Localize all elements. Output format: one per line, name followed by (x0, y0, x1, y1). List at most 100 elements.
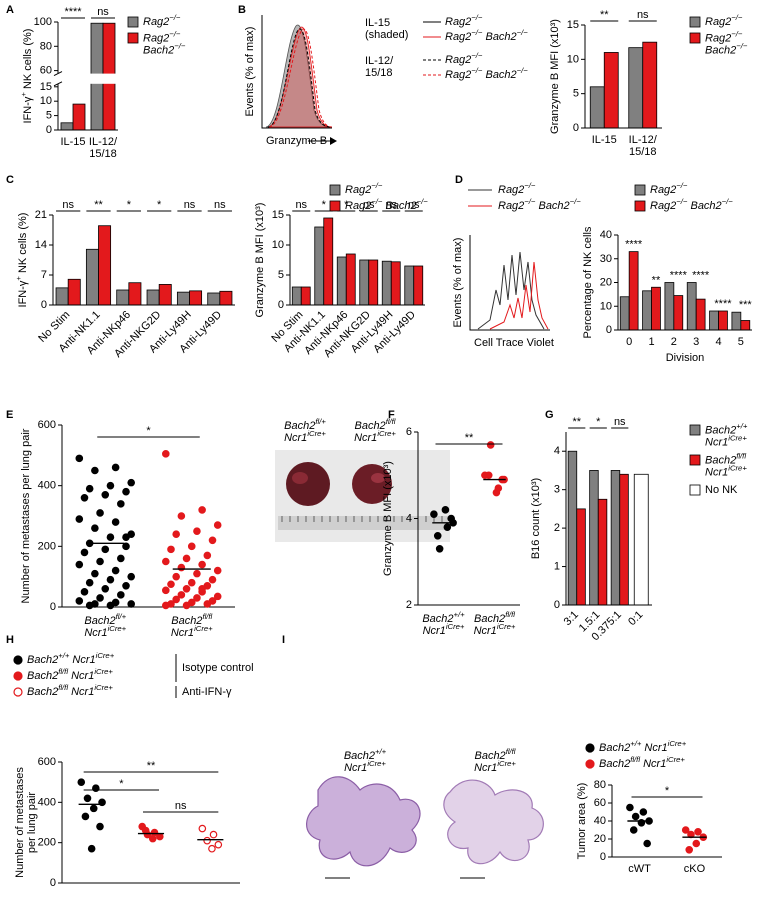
bar (368, 259, 379, 306)
bar (359, 259, 370, 306)
x-tick-label: Bach2fl/fl Ncr1iCre+ (474, 609, 516, 636)
data-point (172, 530, 180, 539)
panel-letter: G (545, 409, 554, 421)
significance-label: **** (64, 6, 82, 18)
data-point (182, 554, 191, 563)
data-point (127, 478, 136, 487)
panel-letter: F (388, 409, 395, 421)
legend-swatch (634, 184, 646, 196)
bar (116, 289, 130, 306)
image-label: Bach2fl/fl Ncr1iCre+ (474, 746, 516, 773)
y-tick-label: 40 (594, 815, 606, 827)
data-point (111, 463, 120, 472)
bar (55, 287, 69, 306)
bar (589, 470, 599, 606)
data-point (75, 454, 84, 463)
legend-marker (13, 687, 23, 697)
significance-label: ns (214, 199, 226, 211)
legend-marker (585, 759, 595, 769)
data-point (127, 572, 136, 581)
legend-label: Rag2−/− Bach2−/− (143, 29, 186, 56)
significance-label: ns (175, 800, 187, 812)
data-point (80, 493, 89, 502)
bar (404, 265, 415, 306)
legend-label: Bach2+/+ Ncr1iCre+ (27, 651, 115, 666)
significance-label: * (344, 199, 349, 211)
y-tick-label: 3 (554, 484, 560, 496)
data-point (101, 490, 110, 499)
legend-label: Rag2−/− (445, 51, 483, 66)
bar (176, 291, 190, 306)
y-tick-label: 0 (554, 599, 560, 611)
significance-label: ** (572, 416, 581, 428)
bar (207, 292, 221, 306)
legend-marker (13, 671, 23, 681)
bar (673, 295, 684, 331)
data-point (81, 812, 90, 821)
data-point (91, 466, 99, 475)
y-axis-label: B16 count (x10³) (530, 478, 542, 559)
legend-label: Bach2+/+ Ncr1iCre+ (599, 739, 687, 754)
data-point (96, 509, 104, 517)
significance-label: * (119, 778, 124, 790)
data-point (492, 488, 501, 497)
data-point (122, 581, 130, 590)
data-point (639, 808, 648, 816)
bar (345, 253, 356, 306)
data-point (75, 560, 84, 569)
significance-label: ** (94, 199, 103, 211)
data-point (85, 484, 94, 493)
annotation: Anti-IFN-γ (182, 686, 232, 698)
panel-letter: D (455, 174, 463, 186)
y-tick-label: 5 (573, 88, 579, 100)
data-point (198, 506, 206, 514)
data-point (141, 826, 150, 835)
y-tick-label: 80 (40, 40, 52, 52)
y-tick-label: 20 (600, 276, 612, 288)
data-point (91, 569, 99, 578)
axis-break-gap (52, 73, 120, 84)
data-point (447, 514, 455, 523)
bar (709, 310, 719, 331)
histogram-curves (477, 251, 549, 330)
legend-label: Rag2−/− Bach2−/− (345, 197, 428, 212)
data-point (187, 542, 196, 551)
panel-letter: C (6, 174, 14, 186)
significance-label: *** (739, 299, 753, 311)
bar (98, 225, 112, 306)
data-point (203, 836, 211, 845)
data-point (89, 804, 98, 813)
y-axis-label: Granzyme B MFI (x10³) (382, 461, 394, 576)
y-axis-label: Number of metastases per lung pair (20, 428, 32, 603)
data-point (122, 487, 130, 496)
legend-label: Bach2fl/fl Ncr1iCre+ (599, 755, 685, 770)
bar (633, 473, 649, 606)
significance-label: **** (670, 269, 688, 281)
bar (740, 320, 751, 331)
bar (60, 122, 74, 131)
data-point (162, 586, 170, 595)
x-tick-label: cWT (628, 863, 651, 875)
significance-label: * (146, 425, 151, 437)
data-point (117, 500, 125, 508)
bar (695, 298, 706, 331)
legend-label: Rag2−/− Bach2−/− (650, 197, 733, 212)
bar (128, 282, 142, 306)
legend-swatch (127, 32, 139, 44)
x-tick-label: IL-15 (60, 136, 85, 148)
y-tick-label: 14 (35, 239, 47, 251)
bar (219, 290, 233, 306)
data-point (198, 824, 207, 833)
bar (603, 52, 619, 129)
y-tick-label: 1 (554, 560, 560, 572)
significance-label: ** (652, 274, 661, 286)
data-point (213, 592, 222, 601)
legend-swatch (689, 32, 701, 44)
y-tick-label: 2 (406, 599, 412, 611)
y-tick-label: 15 (40, 81, 52, 93)
x-tick-label: IL-12/15/18 (629, 134, 658, 158)
data-point (80, 588, 89, 596)
bar (567, 450, 578, 606)
data-point (187, 578, 196, 587)
data-point (75, 515, 84, 523)
